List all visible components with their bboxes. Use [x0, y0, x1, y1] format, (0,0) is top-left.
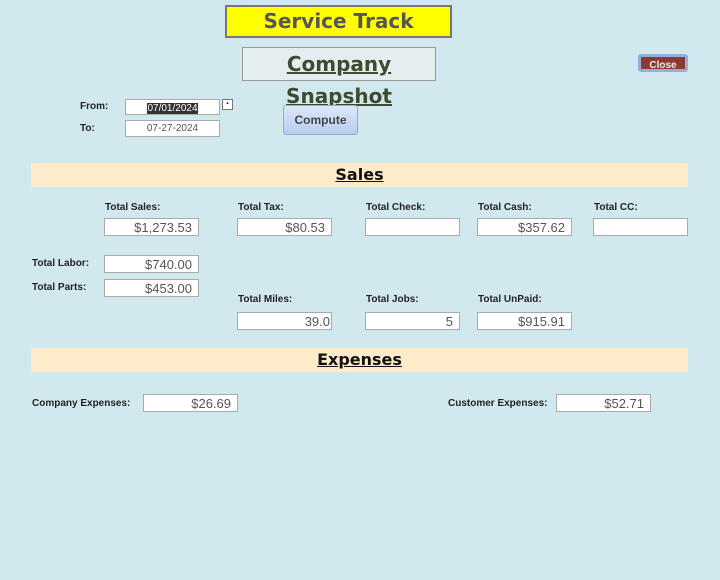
calendar-icon[interactable]: ▪ — [222, 99, 233, 110]
from-date-input[interactable]: 07/01/2024 — [125, 99, 220, 115]
close-button[interactable]: Close — [638, 54, 688, 72]
sales-header: Sales — [31, 163, 688, 187]
total-sales-field[interactable]: $1,273.53 — [104, 218, 199, 236]
total-cash-label: Total Cash: — [478, 202, 532, 213]
from-date-value: 07/01/2024 — [147, 103, 198, 114]
total-parts-label: Total Parts: — [32, 282, 87, 293]
to-label: To: — [80, 123, 95, 134]
from-label: From: — [80, 101, 109, 112]
total-cc-field[interactable] — [593, 218, 688, 236]
total-miles-label: Total Miles: — [238, 294, 293, 305]
total-unpaid-field[interactable]: $915.91 — [477, 312, 572, 330]
total-check-field[interactable] — [365, 218, 460, 236]
app-title: Service Track — [225, 5, 452, 38]
total-jobs-field[interactable]: 5 — [365, 312, 460, 330]
total-miles-field[interactable]: 39.0 — [237, 312, 332, 330]
to-date-input[interactable]: 07-27-2024 — [125, 120, 220, 137]
expenses-header: Expenses — [31, 348, 688, 372]
customer-expenses-label: Customer Expenses: — [448, 398, 548, 409]
total-tax-label: Total Tax: — [238, 202, 284, 213]
customer-expenses-field[interactable]: $52.71 — [556, 394, 651, 412]
total-parts-field[interactable]: $453.00 — [104, 279, 199, 297]
company-expenses-field[interactable]: $26.69 — [143, 394, 238, 412]
total-cash-field[interactable]: $357.62 — [477, 218, 572, 236]
total-unpaid-label: Total UnPaid: — [478, 294, 542, 305]
total-sales-label: Total Sales: — [105, 202, 161, 213]
total-tax-field[interactable]: $80.53 — [237, 218, 332, 236]
total-labor-label: Total Labor: — [32, 258, 90, 269]
total-check-label: Total Check: — [366, 202, 426, 213]
total-jobs-label: Total Jobs: — [366, 294, 419, 305]
company-expenses-label: Company Expenses: — [32, 398, 131, 409]
compute-button[interactable]: Compute — [283, 105, 358, 135]
total-cc-label: Total CC: — [594, 202, 638, 213]
page-title: Company Snapshot — [242, 47, 436, 108]
total-labor-field[interactable]: $740.00 — [104, 255, 199, 273]
